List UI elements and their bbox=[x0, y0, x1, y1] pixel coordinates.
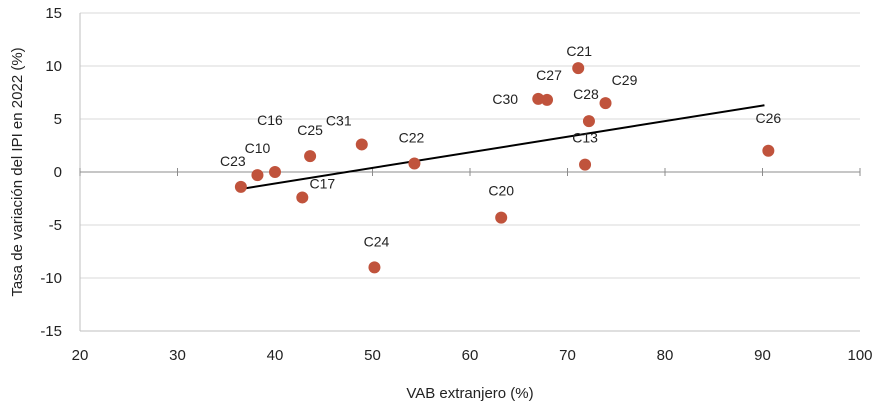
point-label: C26 bbox=[756, 110, 782, 126]
x-tick-label: 80 bbox=[657, 347, 674, 364]
point-label: C17 bbox=[309, 175, 335, 191]
point-label: C28 bbox=[573, 86, 599, 102]
point-label: C29 bbox=[612, 72, 638, 88]
point-label: C24 bbox=[364, 233, 390, 249]
trendline-group bbox=[240, 104, 765, 190]
point-label: C13 bbox=[572, 130, 598, 146]
data-point bbox=[234, 180, 247, 193]
data-point bbox=[269, 166, 281, 178]
point-label: C22 bbox=[399, 130, 425, 146]
data-point bbox=[304, 150, 317, 163]
y-tick-label: 15 bbox=[45, 5, 62, 22]
y-axis-title: Tasa de variación del IPI en 2022 (%) bbox=[9, 47, 26, 296]
x-tick-label: 70 bbox=[559, 347, 576, 364]
x-tick-label: 20 bbox=[72, 347, 89, 364]
point-label: C30 bbox=[492, 91, 518, 107]
y-tick-label: 5 bbox=[54, 111, 62, 128]
tick-labels: -15 -10 -5 0 5 10 15 20 30 40 50 60 70 80 90 100 bbox=[40, 5, 872, 364]
x-tick-label: 30 bbox=[169, 347, 186, 364]
data-point bbox=[408, 157, 421, 170]
data-point bbox=[532, 92, 545, 105]
y-tick-label: -15 bbox=[40, 323, 62, 340]
axes bbox=[79, 13, 861, 332]
point-label: C25 bbox=[297, 122, 323, 138]
data-point bbox=[368, 261, 381, 274]
y-tick-label: 10 bbox=[45, 58, 62, 75]
data-point bbox=[541, 93, 554, 106]
data-point bbox=[495, 211, 508, 224]
x-tick-label: 50 bbox=[364, 347, 381, 364]
data-point bbox=[599, 97, 612, 110]
point-label: C10 bbox=[245, 140, 271, 156]
data-point bbox=[572, 62, 585, 75]
data-point bbox=[251, 169, 264, 182]
point-label: C23 bbox=[220, 153, 246, 169]
y-tick-label: -5 bbox=[49, 217, 62, 234]
x-tick-label: 90 bbox=[754, 347, 771, 364]
trendline bbox=[240, 104, 765, 190]
data-point bbox=[296, 191, 309, 204]
data-point bbox=[762, 144, 775, 157]
x-axis-title: VAB extranjero (%) bbox=[406, 385, 533, 402]
data-point bbox=[582, 115, 595, 128]
x-tick-label: 40 bbox=[267, 347, 284, 364]
point-label: C20 bbox=[488, 183, 514, 199]
data-point bbox=[579, 158, 592, 171]
point-label: C31 bbox=[326, 112, 352, 128]
data-point bbox=[355, 138, 368, 151]
data-points bbox=[234, 62, 775, 274]
x-tick-label: 60 bbox=[462, 347, 479, 364]
point-label: C16 bbox=[257, 112, 283, 128]
x-tick-label: 100 bbox=[847, 347, 872, 364]
y-tick-label: 0 bbox=[54, 164, 62, 181]
y-tick-label: -10 bbox=[40, 270, 62, 287]
point-label: C27 bbox=[536, 67, 562, 83]
point-label: C21 bbox=[566, 43, 592, 59]
